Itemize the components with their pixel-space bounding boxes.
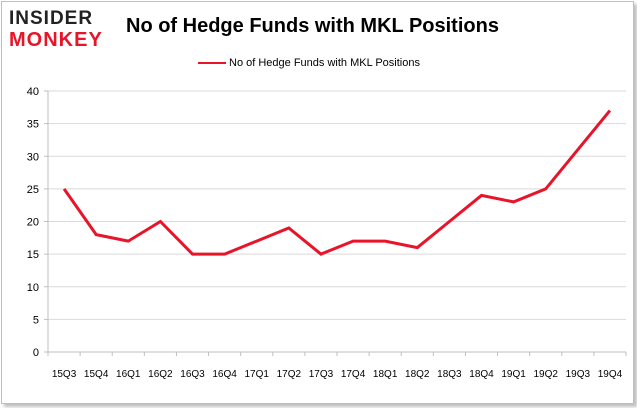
x-tick-label: 16Q4 [212, 369, 237, 380]
y-tick-label: 10 [27, 282, 39, 294]
x-tick-label: 17Q3 [309, 369, 334, 380]
logo-text-top: INSIDER [9, 8, 94, 29]
x-tick-label: 18Q2 [405, 369, 430, 380]
x-tick-label: 16Q3 [180, 369, 205, 380]
logo-text-bottom: MONKEY [9, 29, 103, 51]
y-tick-label: 35 [27, 119, 39, 131]
x-tick-label: 16Q1 [116, 369, 141, 380]
legend-swatch [198, 62, 226, 64]
insider-monkey-logo: INSIDER MONKEY [9, 6, 121, 56]
x-tick-label: 18Q1 [373, 369, 398, 380]
x-tick-label: 15Q4 [84, 369, 109, 380]
x-tick-label: 15Q3 [52, 369, 77, 380]
chart-title: No of Hedge Funds with MKL Positions [126, 15, 499, 37]
legend: No of Hedge Funds with MKL Positions [198, 57, 420, 69]
x-tick-label: 16Q2 [148, 369, 173, 380]
x-tick-label: 19Q1 [501, 369, 526, 380]
y-tick-label: 20 [27, 217, 39, 229]
y-tick-label: 5 [33, 314, 39, 326]
x-tick-label: 19Q3 [566, 369, 591, 380]
x-tick-label: 18Q4 [469, 369, 494, 380]
x-tick-label: 18Q3 [437, 369, 462, 380]
x-tick-label: 19Q4 [598, 369, 623, 380]
y-tick-label: 15 [27, 249, 39, 261]
y-tick-label: 25 [27, 184, 39, 196]
legend-label: No of Hedge Funds with MKL Positions [229, 57, 420, 69]
series-line [62, 109, 612, 256]
x-tick-label: 17Q1 [244, 369, 269, 380]
x-tick-label: 17Q2 [277, 369, 302, 380]
y-tick-label: 30 [27, 151, 39, 163]
y-tick-label: 0 [33, 347, 39, 359]
x-tick-label: 17Q4 [341, 369, 366, 380]
y-tick-label: 40 [27, 86, 39, 98]
x-tick-label: 19Q2 [533, 369, 558, 380]
